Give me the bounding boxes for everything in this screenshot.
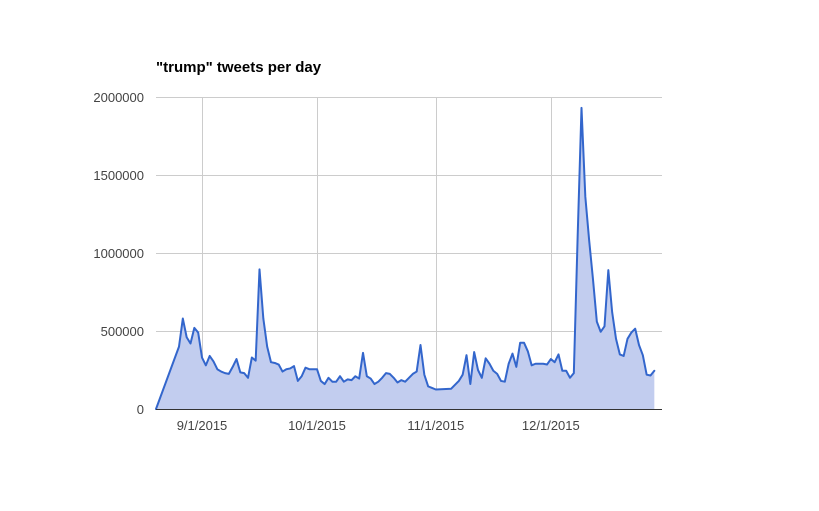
- y-axis-tick-labels: 0 500000 1000000 1500000 2000000: [93, 90, 144, 417]
- chart-title: "trump" tweets per day: [156, 59, 322, 76]
- x-axis-tick-labels: 9/1/2015 10/1/2015 11/1/2015 12/1/2015: [177, 418, 580, 433]
- x-tick-label: 9/1/2015: [177, 418, 228, 433]
- x-tick-label: 10/1/2015: [288, 418, 346, 433]
- y-tick-label: 0: [137, 402, 144, 417]
- y-tick-label: 1500000: [93, 168, 144, 183]
- y-tick-label: 500000: [101, 324, 144, 339]
- x-tick-label: 11/1/2015: [407, 418, 464, 433]
- y-tick-label: 2000000: [93, 90, 144, 105]
- y-tick-label: 1000000: [93, 246, 144, 261]
- x-tick-label: 12/1/2015: [522, 418, 580, 433]
- series-area: [155, 106, 656, 410]
- series-area-fill: [156, 107, 655, 410]
- series-line: [155, 106, 656, 410]
